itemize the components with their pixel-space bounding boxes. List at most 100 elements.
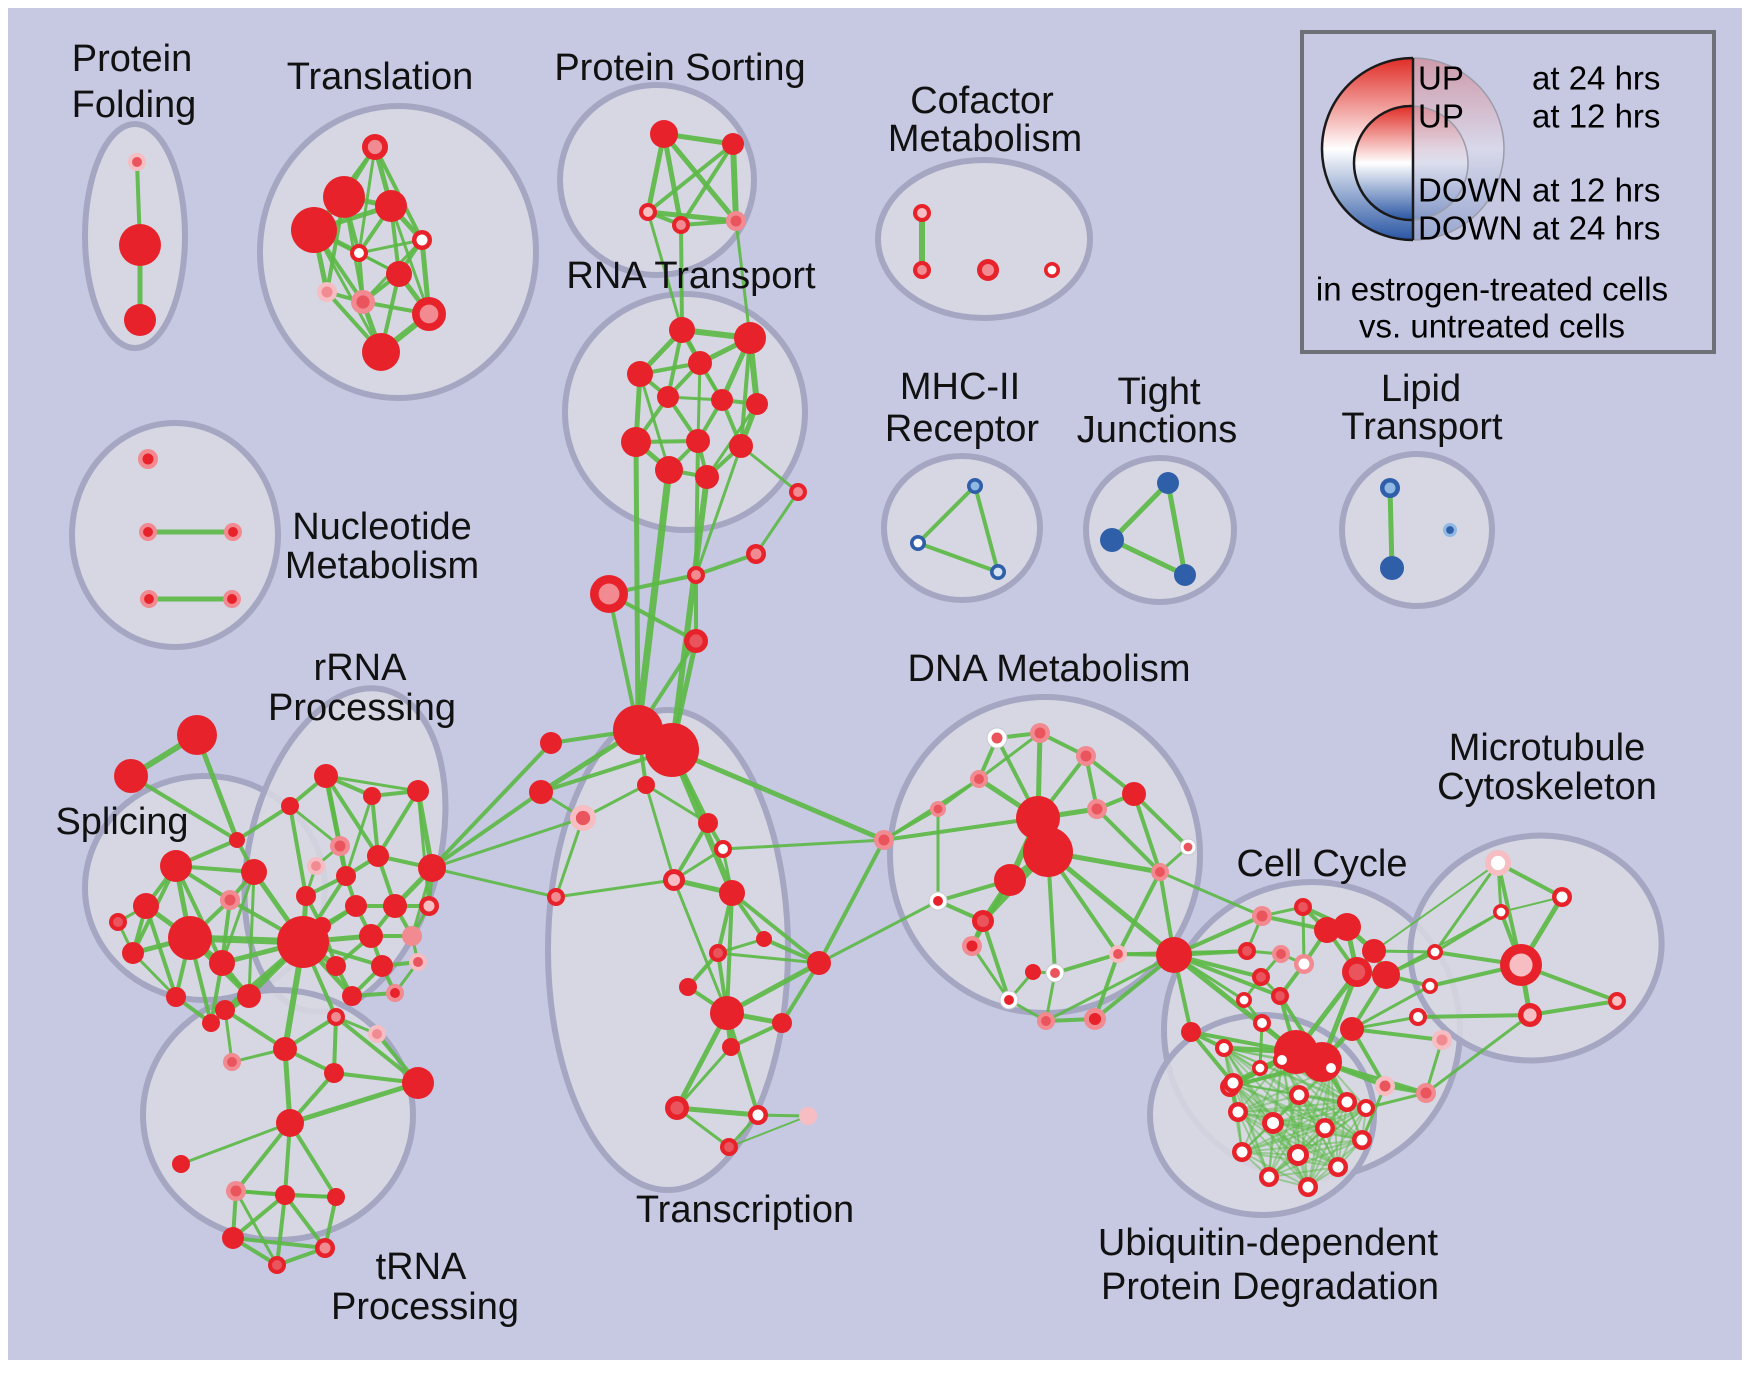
- graph-edge: [916, 541, 1000, 574]
- node-core: [167, 857, 185, 875]
- node-core: [1266, 1116, 1280, 1130]
- graph-edge: [730, 141, 739, 224]
- graph-edge: [1223, 1047, 1339, 1168]
- graph-edge: [694, 444, 743, 577]
- cluster-label: Tight: [1117, 371, 1201, 413]
- graph-edge: [882, 807, 940, 842]
- node-core: [1185, 1026, 1197, 1038]
- graph-node: [367, 845, 389, 867]
- graph-edge: [970, 944, 1011, 1002]
- legend-text-rows: UP at 24 hrs UP at 12 hrs DOWN at 12 hrs…: [1316, 60, 1668, 345]
- graph-node: [1215, 1039, 1233, 1057]
- cluster-label: Ubiquitin-dependent: [1098, 1222, 1439, 1264]
- node-core: [340, 870, 352, 882]
- graph-node: [672, 216, 690, 234]
- node-core: [232, 835, 242, 845]
- node-core: [741, 329, 759, 347]
- graph-node: [317, 282, 337, 302]
- cluster-label: Lipid: [1381, 368, 1461, 410]
- cluster-label: Microtubule: [1449, 727, 1645, 769]
- node-core: [1164, 945, 1184, 965]
- node-core: [367, 791, 377, 801]
- graph-node: [222, 1227, 244, 1249]
- node-core: [718, 844, 728, 854]
- cluster-label: Processing: [268, 687, 456, 729]
- graph-edge: [817, 838, 886, 965]
- legend-up24-time: at 24 hrs: [1532, 60, 1660, 97]
- graph-node: [1357, 1099, 1375, 1117]
- graph-edge: [283, 1193, 327, 1250]
- graph-node: [1122, 782, 1146, 806]
- graph-node: [419, 896, 439, 916]
- node-core: [1384, 482, 1396, 494]
- graph-node: [734, 322, 766, 354]
- graph-edge: [179, 1121, 292, 1166]
- graph-node: [1174, 564, 1196, 586]
- node-core: [143, 527, 153, 537]
- graph-node: [1337, 1092, 1357, 1112]
- graph-node: [276, 1109, 304, 1137]
- node-core: [1509, 953, 1533, 977]
- graph-node: [913, 204, 931, 222]
- graph-node: [1443, 523, 1457, 537]
- node-core: [144, 594, 154, 604]
- node-core: [319, 769, 333, 783]
- node-core: [878, 834, 890, 846]
- node-core: [993, 567, 1003, 577]
- graph-node: [291, 207, 337, 253]
- graph-node: [967, 478, 983, 494]
- graph-node: [711, 389, 733, 411]
- graph-edge: [644, 783, 676, 882]
- graph-edge: [357, 238, 424, 255]
- graph-node: [281, 797, 299, 815]
- graph-node: [529, 780, 553, 804]
- node-core: [1339, 919, 1355, 935]
- graph-edge: [430, 816, 585, 870]
- node-core: [724, 885, 740, 901]
- graph-node: [386, 984, 404, 1002]
- node-core: [331, 1192, 341, 1202]
- node-core: [970, 481, 980, 491]
- graph-node: [1037, 1012, 1055, 1030]
- graph-node: [202, 1014, 220, 1032]
- node-core: [1356, 1134, 1368, 1146]
- node-core: [1256, 910, 1268, 922]
- graph-node: [1372, 961, 1400, 989]
- node-core: [1378, 967, 1394, 983]
- node-core: [121, 766, 141, 786]
- graph-node: [1380, 556, 1404, 580]
- node-core: [311, 861, 321, 871]
- graph-edge: [1385, 911, 1502, 976]
- node-core: [1319, 922, 1335, 938]
- node-core: [734, 439, 748, 453]
- graph-edge: [1045, 849, 1177, 958]
- graph-node: [687, 566, 705, 584]
- graph-node: [326, 956, 346, 976]
- node-core: [917, 265, 927, 275]
- node-core: [1446, 526, 1454, 534]
- node-core: [1341, 1096, 1353, 1108]
- node-core: [1263, 1171, 1275, 1183]
- graph-node: [719, 880, 745, 906]
- node-core: [1367, 944, 1381, 958]
- graph-edge: [430, 790, 543, 870]
- node-core: [1242, 946, 1252, 956]
- graph-edge: [1132, 792, 1162, 874]
- graph-edge: [674, 1010, 730, 1111]
- node-core: [424, 860, 440, 876]
- node-core: [976, 914, 990, 928]
- graph-node: [684, 629, 708, 653]
- graph-edge: [1364, 1091, 1428, 1110]
- cluster-label: MHC-II: [900, 366, 1020, 408]
- graph-edge: [344, 794, 374, 878]
- graph-node: [1076, 746, 1096, 766]
- graph-node: [709, 944, 727, 962]
- graph-edge: [1241, 1107, 1367, 1153]
- graph-node: [273, 1037, 297, 1061]
- legend-up12-label: UP: [1418, 98, 1464, 135]
- graph-edge: [1330, 1067, 1339, 1168]
- node-core: [657, 735, 687, 765]
- node-core: [624, 716, 652, 744]
- graph-node: [1087, 799, 1107, 819]
- graph-node: [1157, 472, 1179, 494]
